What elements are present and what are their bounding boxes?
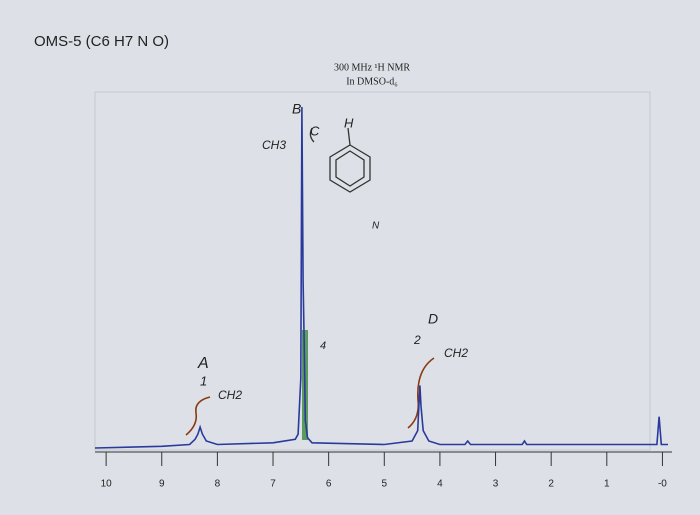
annotation: D <box>428 311 438 327</box>
x-tick-label: 7 <box>270 479 276 490</box>
annotation: C <box>310 123 320 138</box>
annotation: 1 <box>200 373 207 388</box>
annotation: CH2 <box>218 388 242 402</box>
chart-title: OMS-5 (C6 H7 N O) <box>34 33 169 50</box>
spectrum-line <box>94 106 668 449</box>
x-tick-label: 6 <box>326 479 332 490</box>
annotation: N <box>372 221 380 232</box>
annotation: A <box>197 355 209 372</box>
x-tick-label: 10 <box>101 479 113 490</box>
x-tick-label: 3 <box>493 479 499 490</box>
x-tick-label: 8 <box>215 479 221 490</box>
subtitle: 300 MHz ¹H NMR <box>334 62 410 73</box>
plot-frame <box>94 91 651 451</box>
integration-marks <box>185 357 435 436</box>
annotation: 4 <box>320 340 326 352</box>
x-tick-label: 4 <box>437 479 443 490</box>
x-tick-label: 1 <box>604 479 610 490</box>
x-tick-label: 9 <box>159 479 165 490</box>
annotation: CH2 <box>444 346 468 360</box>
annotation: 2 <box>413 333 421 347</box>
annotation: H <box>344 115 354 130</box>
benzene-drawing <box>309 127 371 193</box>
annotation: B <box>292 101 301 117</box>
x-tick-label: 2 <box>548 479 554 490</box>
subtitle: In DMSO-d₆ <box>346 76 398 87</box>
x-tick-label: -0 <box>658 479 667 490</box>
annotation: CH3 <box>262 138 286 152</box>
x-tick-label: 5 <box>382 479 388 490</box>
